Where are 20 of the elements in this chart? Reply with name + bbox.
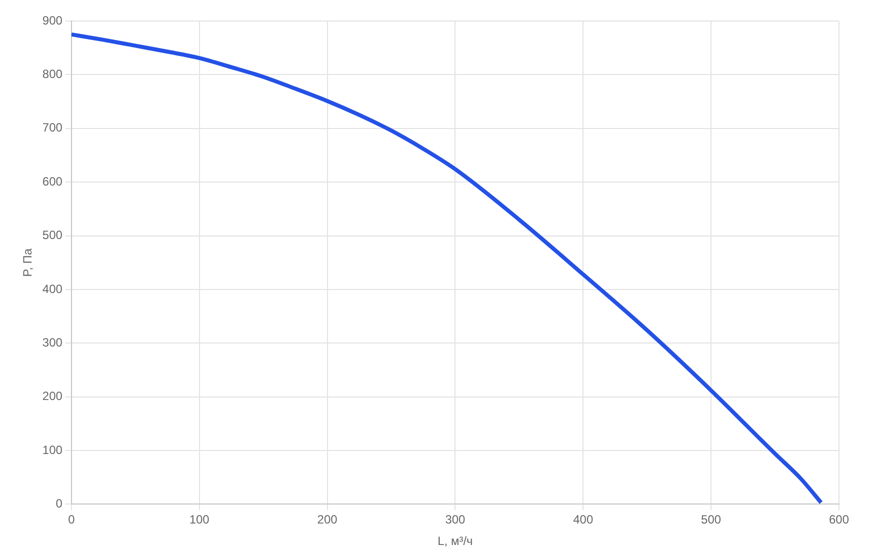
y-tick-label: 500 <box>42 228 63 242</box>
y-tick-label: 0 <box>56 496 63 511</box>
y-tick-label: 400 <box>42 282 63 296</box>
y-tick-label: 100 <box>42 442 63 457</box>
x-tick-label: 0 <box>68 512 76 527</box>
y-tick-label: 900 <box>42 13 63 28</box>
x-tick-label: 300 <box>445 512 466 527</box>
x-tick-label: 600 <box>828 512 850 527</box>
x-tick-label: 200 <box>317 512 338 527</box>
y-tick-label: 300 <box>42 335 63 350</box>
x-tick-label: 400 <box>573 512 594 527</box>
y-tick-label: 700 <box>42 120 63 135</box>
y-tick-label: 200 <box>42 389 63 404</box>
y-axis-title: P, Па <box>20 248 35 277</box>
line-series <box>71 32 824 504</box>
y-tick-label: 800 <box>42 67 63 81</box>
y-tick-label: 600 <box>42 174 63 188</box>
x-axis-title: L, м³/ч <box>438 534 473 548</box>
x-tick-label: 500 <box>701 512 722 527</box>
x-tick-label: 100 <box>189 512 210 527</box>
